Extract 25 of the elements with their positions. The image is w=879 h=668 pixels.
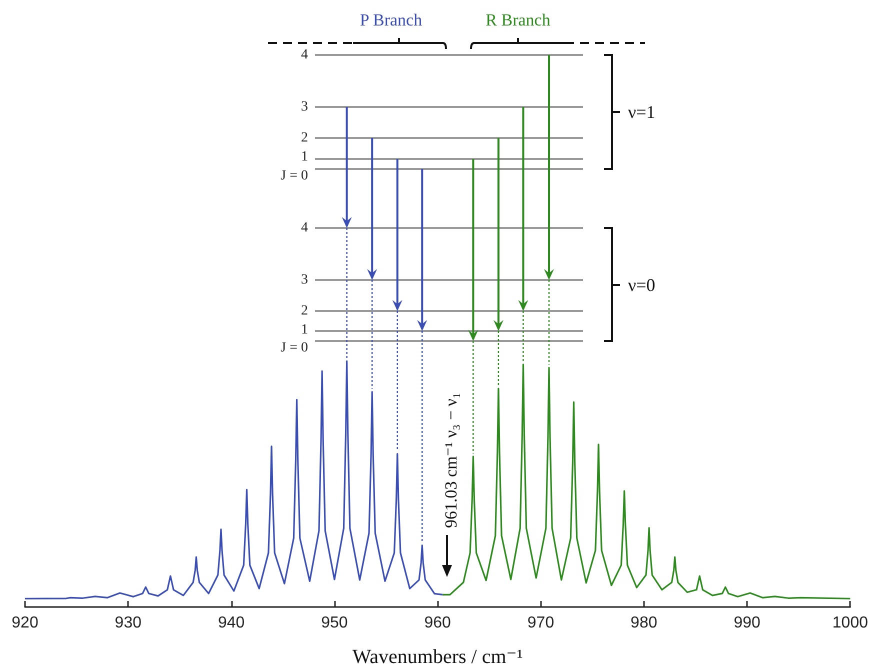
text: 3 bbox=[301, 100, 308, 114]
x-tick-label: 920 bbox=[12, 614, 38, 632]
x-tick-label: 980 bbox=[630, 614, 658, 632]
x-tick-label: 950 bbox=[321, 614, 348, 632]
x-tick-label: 970 bbox=[527, 614, 554, 632]
text: 1 bbox=[301, 322, 308, 338]
x-tick-label: 960 bbox=[424, 614, 452, 632]
x-axis-title: Wavenumbers / cm⁻¹ bbox=[352, 646, 523, 668]
text: 1 bbox=[301, 150, 308, 164]
text: 4 bbox=[301, 48, 308, 62]
text: 3 bbox=[301, 272, 308, 288]
x-tick-label: 930 bbox=[114, 614, 142, 632]
text: 4 bbox=[301, 220, 308, 236]
annotation: 961.03 cm⁻¹ ν₃ − ν₁ bbox=[442, 392, 460, 528]
x-tick-label: 990 bbox=[734, 614, 760, 632]
text: P Branch bbox=[360, 10, 423, 30]
text: J = 0 bbox=[280, 168, 308, 184]
text: R Branch bbox=[486, 10, 551, 30]
text: 2 bbox=[301, 130, 308, 146]
x-tick-label: 1000 bbox=[832, 614, 868, 632]
text: J = 0 bbox=[280, 340, 308, 356]
x-tick-label: 940 bbox=[218, 614, 245, 632]
text: ν=0 bbox=[628, 275, 656, 295]
text: ν=1 bbox=[628, 102, 656, 122]
text: 2 bbox=[301, 304, 308, 318]
